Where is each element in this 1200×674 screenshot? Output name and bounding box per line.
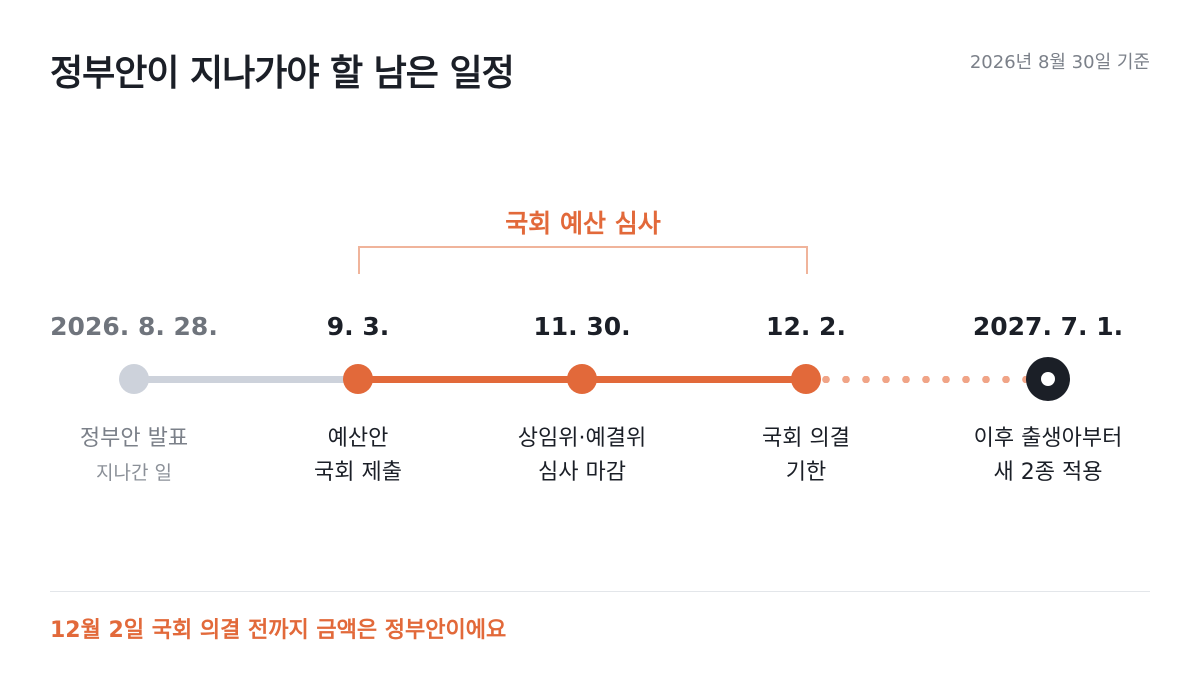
milestone-dot-application xyxy=(1026,357,1070,401)
milestone-dot-submission xyxy=(343,364,373,394)
milestone-date-review-deadline: 11. 30. xyxy=(533,312,631,341)
footer-note: 12월 2일 국회 의결 전까지 금액은 정부안이에요 xyxy=(50,618,507,643)
milestone-desc-line1: 상임위·예결위 xyxy=(517,426,647,451)
milestone-desc-vote-deadline: 국회 의결 기한 xyxy=(762,422,850,490)
milestone-dot-announcement xyxy=(119,364,149,394)
review-period-bracket xyxy=(358,246,808,274)
timeline-segment-past xyxy=(134,376,358,383)
milestone-dot-application-center xyxy=(1041,372,1055,386)
milestone-date-application: 2027. 7. 1. xyxy=(972,312,1124,341)
footer-divider xyxy=(50,591,1150,592)
milestone-desc-line2: 기한 xyxy=(785,460,827,485)
page-title: 정부안이 지나가야 할 남은 일정 xyxy=(50,53,515,94)
milestone-desc-line2: 국회 제출 xyxy=(314,460,402,485)
milestone-desc-line1: 국회 의결 xyxy=(762,426,850,451)
milestone-date-submission: 9. 3. xyxy=(326,312,390,341)
milestone-desc-submission: 예산안 국회 제출 xyxy=(314,422,402,490)
milestone-desc-line1: 정부안 발표 xyxy=(79,426,189,451)
milestone-desc-line1: 이후 출생아부터 xyxy=(973,426,1123,451)
milestone-desc-review-deadline: 상임위·예결위 심사 마감 xyxy=(518,422,646,490)
review-period-label: 국회 예산 심사 xyxy=(505,209,661,238)
milestone-desc-line2: 지나간 일 xyxy=(96,462,172,484)
milestone-date-vote-deadline: 12. 2. xyxy=(766,312,846,341)
milestone-desc-application: 이후 출생아부터 새 2종 적용 xyxy=(974,422,1123,490)
timeline-segment-future xyxy=(806,376,1048,383)
milestone-desc-line2: 심사 마감 xyxy=(538,460,626,485)
milestone-desc-announcement: 정부안 발표 지나간 일 xyxy=(80,422,188,490)
milestone-dot-vote-deadline xyxy=(791,364,821,394)
milestone-desc-line1: 예산안 xyxy=(327,426,389,451)
milestone-date-announcement: 2026. 8. 28. xyxy=(50,312,218,341)
as-of-date: 2026년 8월 30일 기준 xyxy=(969,52,1150,73)
milestone-desc-line2: 새 2종 적용 xyxy=(993,460,1103,485)
milestone-dot-review-deadline xyxy=(567,364,597,394)
